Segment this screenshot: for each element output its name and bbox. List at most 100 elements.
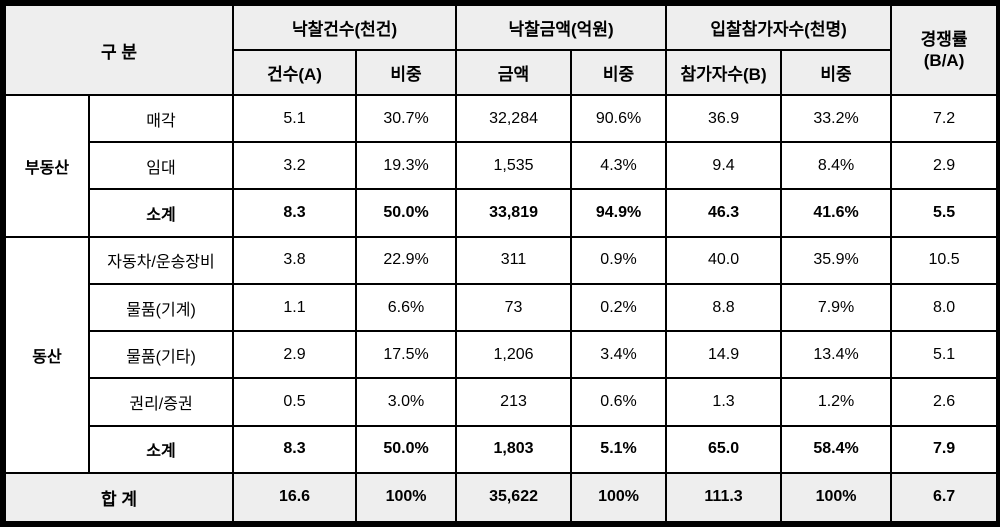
cell-bidders-b: 9.4 [665, 141, 783, 191]
row-label: 물품(기계) [87, 282, 235, 333]
cell-competition-ratio: 5.1 [890, 330, 999, 380]
row-label: 자동차/운송장비 [87, 235, 235, 285]
header-competition-ratio-line1: 경쟁률 [920, 29, 968, 49]
cell-amount-share: 5.1% [570, 424, 668, 474]
cell-competition-ratio: 8.0 [890, 282, 999, 333]
cell-bidders-share: 41.6% [780, 188, 893, 238]
subheader-count-a: 건수(A) [232, 49, 358, 96]
cell-competition-ratio: 6.7 [890, 471, 999, 524]
cell-count-share: 3.0% [355, 377, 458, 427]
header-row-1: 구 분 낙찰건수(천건) 낙찰금액(억원) 입찰참가자수(천명) 경쟁률 (B/… [3, 4, 999, 96]
cell-bidders-share: 58.4% [780, 424, 893, 474]
cell-amount: 35,622 [455, 471, 573, 524]
cell-competition-ratio: 7.2 [890, 93, 999, 144]
cell-bidders-share: 35.9% [780, 235, 893, 285]
row-label: 물품(기타) [87, 330, 235, 380]
header-competition-ratio: 경쟁률 (B/A) [890, 4, 999, 96]
cell-amount: 33,819 [455, 188, 573, 238]
header-group-award-count: 낙찰건수(천건) [232, 4, 458, 51]
total-label: 합 계 [3, 471, 235, 524]
header-group-bidders: 입찰참가자수(천명) [665, 4, 893, 51]
table-row-movable-goods-other: 물품(기타) 2.9 17.5% 1,206 3.4% 14.9 13.4% 5… [5, 330, 999, 380]
cell-amount-share: 0.2% [570, 282, 668, 333]
cell-amount: 1,206 [455, 330, 573, 380]
subheader-bidders-b: 참가자수(B) [665, 49, 783, 96]
header-row-2: 건수(A) 비중 금액 비중 참가자수(B) 비중 [5, 49, 997, 96]
cell-count-share: 50.0% [355, 188, 458, 238]
cell-bidders-share: 33.2% [780, 93, 893, 144]
cell-bidders-b: 14.9 [665, 330, 783, 380]
row-label: 매각 [87, 93, 235, 144]
cell-bidders-b: 46.3 [665, 188, 783, 238]
subheader-amount-share: 비중 [570, 49, 668, 96]
cell-count-a: 16.6 [232, 471, 358, 524]
table-row-movable-goods-machine: 물품(기계) 1.1 6.6% 73 0.2% 8.8 7.9% 8.0 [5, 282, 999, 333]
group-cell-movable: 동산 [4, 235, 90, 474]
cell-amount-share: 94.9% [570, 188, 668, 238]
row-label-subtotal: 소계 [87, 188, 235, 238]
cell-bidders-b: 8.8 [665, 282, 783, 333]
table-row-real-estate-subtotal: 소계 8.3 50.0% 33,819 94.9% 46.3 41.6% 5.5 [5, 188, 999, 238]
cell-count-a: 0.5 [232, 377, 358, 427]
cell-count-a: 1.1 [232, 282, 358, 333]
cell-competition-ratio: 2.9 [890, 141, 999, 191]
cell-count-share: 22.9% [355, 235, 458, 285]
table-row-movable-rights-securities: 권리/증권 0.5 3.0% 213 0.6% 1.3 1.2% 2.6 [5, 377, 999, 427]
cell-amount-share: 0.9% [570, 235, 668, 285]
table-row-real-estate-sale: 부동산 매각 5.1 30.7% 32,284 90.6% 36.9 33.2%… [4, 93, 999, 238]
cell-competition-ratio: 5.5 [890, 188, 999, 238]
cell-bidders-share: 1.2% [780, 377, 893, 427]
cell-bidders-b: 1.3 [665, 377, 783, 427]
auction-statistics-table: 구 분 낙찰건수(천건) 낙찰금액(억원) 입찰참가자수(천명) 경쟁률 (B/… [3, 4, 999, 524]
cell-count-a: 3.8 [232, 235, 358, 285]
subheader-bidders-share: 비중 [780, 49, 893, 96]
cell-bidders-share: 7.9% [780, 282, 893, 333]
cell-bidders-share: 100% [780, 471, 893, 524]
cell-bidders-b: 65.0 [665, 424, 783, 474]
header-group-award-amount: 낙찰금액(억원) [455, 4, 668, 51]
cell-count-a: 8.3 [232, 188, 358, 238]
cell-competition-ratio: 7.9 [890, 424, 999, 474]
table-row-movable-vehicle: 동산 자동차/운송장비 3.8 22.9% 311 0.9% 40.0 35.9… [4, 235, 999, 474]
header-category: 구 분 [3, 4, 235, 96]
table-row-movable-subtotal: 소계 8.3 50.0% 1,803 5.1% 65.0 58.4% 7.9 [5, 424, 999, 474]
group-cell-real-estate: 부동산 [4, 94, 90, 238]
cell-count-a: 5.1 [232, 93, 358, 144]
cell-amount-share: 0.6% [570, 377, 668, 427]
cell-count-a: 8.3 [232, 424, 358, 474]
cell-amount-share: 4.3% [570, 141, 668, 191]
cell-count-a: 3.2 [232, 141, 358, 191]
cell-amount: 1,535 [455, 141, 573, 191]
subheader-count-share: 비중 [355, 49, 458, 96]
subheader-amount: 금액 [455, 49, 573, 96]
cell-amount: 73 [455, 282, 573, 333]
cell-amount: 32,284 [455, 93, 573, 144]
row-label-subtotal: 소계 [87, 424, 235, 474]
cell-count-a: 2.9 [232, 330, 358, 380]
cell-bidders-share: 13.4% [780, 330, 893, 380]
cell-amount: 1,803 [455, 424, 573, 474]
cell-bidders-b: 36.9 [665, 93, 783, 144]
cell-bidders-share: 8.4% [780, 141, 893, 191]
cell-bidders-b: 40.0 [665, 235, 783, 285]
cell-amount: 213 [455, 377, 573, 427]
cell-count-share: 6.6% [355, 282, 458, 333]
table-row-grand-total: 합 계 16.6 100% 35,622 100% 111.3 100% 6.7 [3, 471, 999, 524]
header-competition-ratio-line2: (B/A) [923, 51, 965, 70]
cell-count-share: 30.7% [355, 93, 458, 144]
cell-amount-share: 3.4% [570, 330, 668, 380]
cell-bidders-b: 111.3 [665, 471, 783, 524]
cell-amount-share: 90.6% [570, 93, 668, 144]
row-label: 권리/증권 [87, 377, 235, 427]
cell-amount-share: 100% [570, 471, 668, 524]
row-label: 임대 [87, 141, 235, 191]
cell-count-share: 19.3% [355, 141, 458, 191]
cell-amount: 311 [455, 235, 573, 285]
cell-count-share: 50.0% [355, 424, 458, 474]
cell-competition-ratio: 2.6 [890, 377, 999, 427]
cell-count-share: 100% [355, 471, 458, 524]
table-row-real-estate-lease: 임대 3.2 19.3% 1,535 4.3% 9.4 8.4% 2.9 [5, 141, 999, 191]
cell-competition-ratio: 10.5 [890, 235, 999, 285]
cell-count-share: 17.5% [355, 330, 458, 380]
